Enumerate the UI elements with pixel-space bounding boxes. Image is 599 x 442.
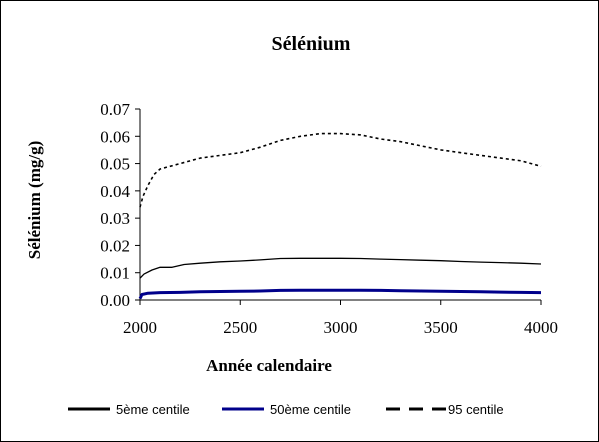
chart-title: Sélénium [272,33,351,55]
series-line-1 [139,257,542,279]
x-tick-label: 3000 [324,318,358,337]
y-axis-label: Sélénium (mg/g) [25,141,44,260]
y-tick-label: 0.02 [100,236,130,255]
plot-area: 0.00 0.01 0.02 0.03 0.04 0.05 0.06 0.07 2000 2500… [100,100,558,337]
x-axis-label: Année calendaire [206,356,332,375]
legend-label-1: 5ème centile [116,402,190,417]
y-tick-label: 0.00 [100,291,130,310]
x-tick-label: 3500 [424,318,458,337]
series-line-3 [139,132,542,208]
y-tick-label: 0.05 [100,155,130,174]
x-tick-label: 4000 [524,318,558,337]
y-tick-label: 0.06 [100,127,130,146]
x-tick-label: 2000 [123,318,157,337]
y-tick-label: 0.04 [100,182,130,201]
y-tick-label: 0.03 [100,209,130,228]
legend: 5ème centile 50ème centile 95 centile [68,402,504,417]
legend-label-3: 95 centile [448,402,504,417]
y-tick-label: 0.01 [100,264,130,283]
series-line-2 [138,288,542,300]
y-tick-label: 0.07 [100,100,130,119]
legend-label-2: 50ème centile [270,402,351,417]
x-tick-label: 2500 [223,318,257,337]
